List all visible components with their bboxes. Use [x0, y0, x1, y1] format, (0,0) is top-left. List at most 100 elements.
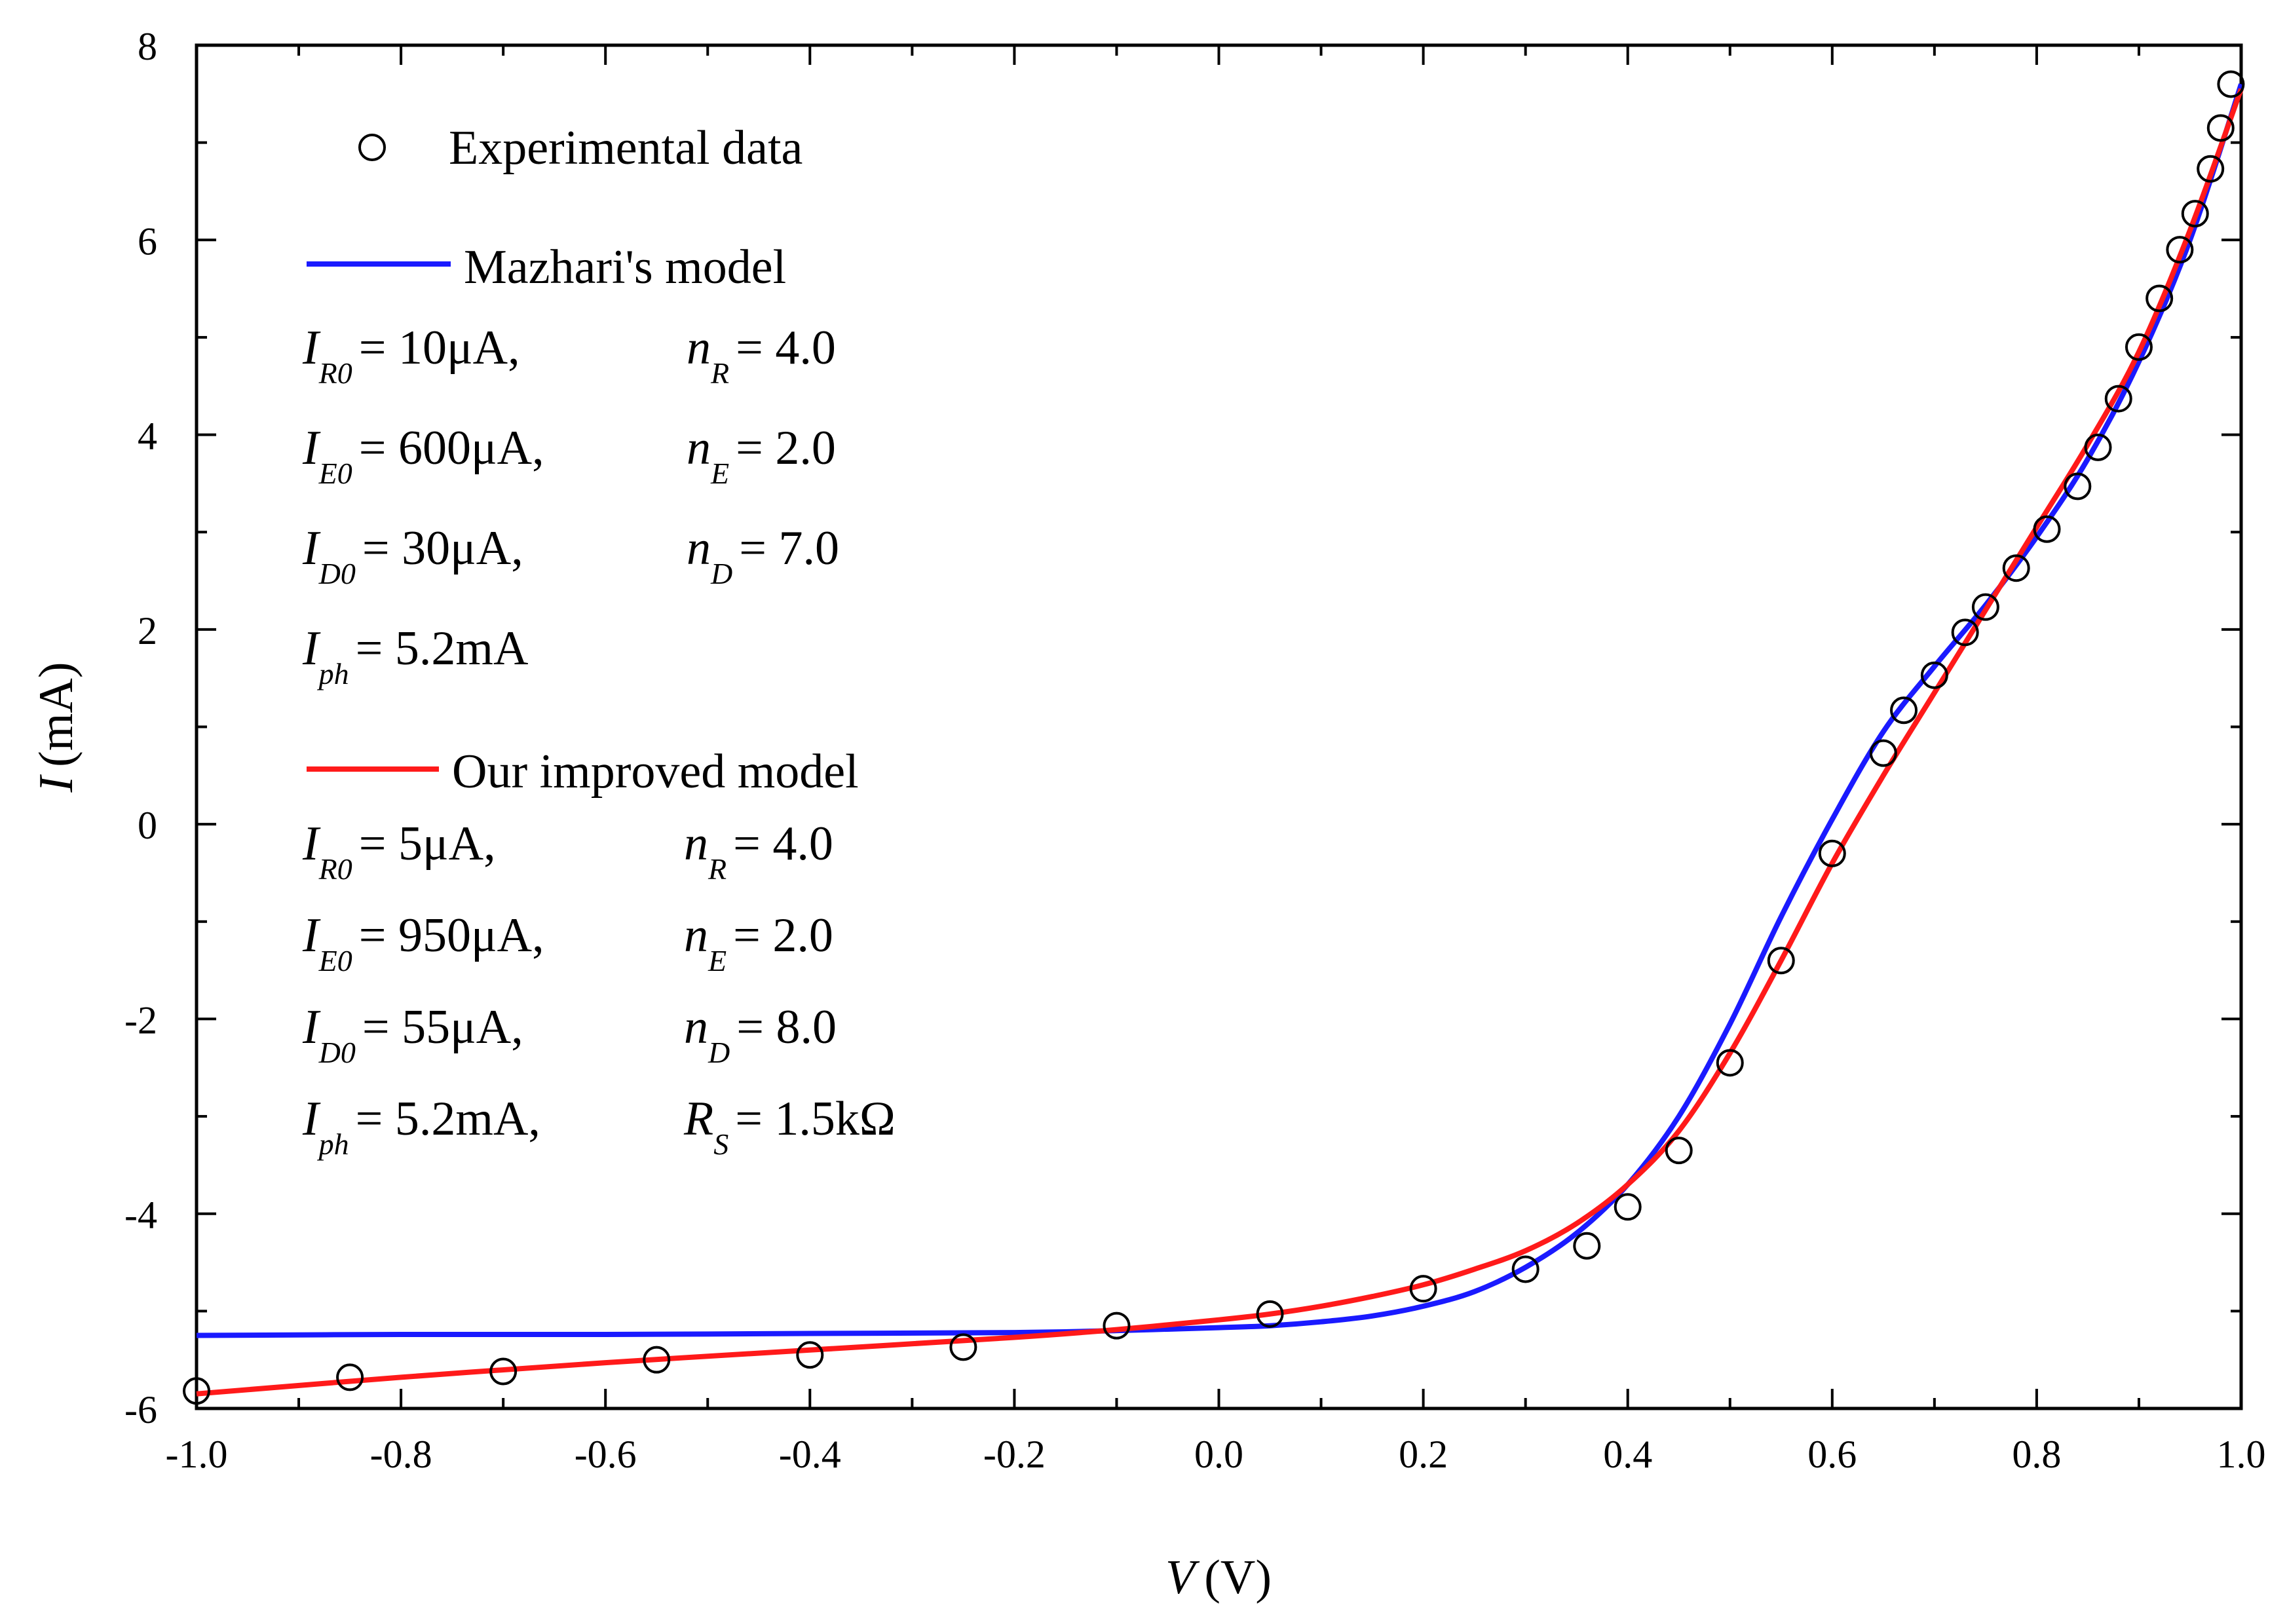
x-tick-label: -0.4	[779, 1433, 841, 1476]
param-symbol: n	[687, 321, 711, 375]
param-subscript: E0	[318, 457, 352, 490]
legend-parameter: nE = 2.0	[684, 909, 833, 977]
data-point	[949, 1333, 977, 1361]
param-subscript: S	[713, 1127, 728, 1161]
data-point	[2125, 333, 2153, 361]
param-subscript: R	[708, 852, 727, 886]
x-tick-label: 0.8	[2012, 1433, 2061, 1476]
data-point	[1103, 1312, 1131, 1340]
param-symbol: n	[687, 421, 711, 475]
x-tick-label: 1.0	[2217, 1433, 2266, 1476]
param-value: = 4.0	[733, 817, 833, 871]
param-value: = 55μA,	[362, 1000, 523, 1054]
param-symbol: I	[302, 1000, 321, 1054]
legend-parameter: IE0 = 600μA,	[302, 421, 544, 490]
legend-parameter: IR0 = 5μA,	[302, 817, 496, 886]
param-value: = 5.2mA	[356, 622, 529, 675]
series-line-our-improved-model	[196, 88, 2244, 1397]
legend-label-improved: Our improved model	[452, 745, 859, 799]
param-subscript: R	[710, 356, 729, 390]
param-symbol: n	[684, 1000, 708, 1054]
param-subscript: D0	[318, 557, 356, 590]
param-subscript: ph	[317, 657, 349, 690]
param-subscript: E	[708, 944, 727, 977]
param-value: = 4.0	[736, 321, 836, 375]
legend-parameter: IR0 = 10μA,	[302, 321, 520, 390]
x-axis-symbol: V	[1165, 1551, 1200, 1604]
param-value: = 5.2mA,	[356, 1092, 540, 1146]
param-value: = 950μA,	[359, 909, 544, 962]
param-value: = 5μA,	[359, 817, 496, 871]
data-point	[2217, 70, 2245, 98]
x-tick-label: 0.4	[1603, 1433, 1652, 1476]
data-point	[2002, 554, 2030, 582]
y-tick-label: -4	[124, 1194, 157, 1237]
x-axis-unit: (V)	[1204, 1551, 1272, 1604]
x-tick-label: -1.0	[166, 1433, 228, 1476]
data-point	[2145, 284, 2174, 312]
data-point	[2166, 236, 2194, 264]
legend-marker-experimental	[358, 134, 386, 161]
param-subscript: R0	[318, 356, 352, 390]
param-value: = 2.0	[733, 909, 833, 962]
data-point	[2084, 433, 2112, 461]
param-symbol: I	[302, 1092, 321, 1146]
data-point	[796, 1341, 824, 1369]
data-point	[336, 1363, 364, 1391]
x-tick-label: -0.6	[575, 1433, 637, 1476]
param-symbol: I	[302, 909, 321, 962]
x-axis-title: V (V)	[1165, 1551, 1272, 1604]
param-symbol: n	[684, 909, 708, 962]
param-symbol: I	[302, 817, 321, 871]
param-subscript: D	[708, 1036, 730, 1069]
param-symbol: I	[302, 622, 321, 675]
param-symbol: I	[302, 521, 321, 575]
param-value: = 600μA,	[359, 421, 544, 475]
y-tick-label: -2	[124, 998, 157, 1042]
data-point	[1716, 1049, 1744, 1077]
data-point	[2197, 155, 2225, 183]
x-tick-label: 0.6	[1807, 1433, 1857, 1476]
data-point	[1951, 618, 1979, 647]
experimental-markers	[183, 70, 2245, 1405]
legend-parameter: nR = 4.0	[687, 321, 836, 390]
legend: Experimental data Mazhari's model IR0 = 1…	[302, 121, 896, 1161]
param-subscript: ph	[317, 1127, 349, 1161]
y-tick-label: -6	[124, 1388, 157, 1431]
data-point	[2181, 200, 2209, 228]
param-subscript: D	[710, 557, 732, 590]
x-tick-label: -0.8	[370, 1433, 432, 1476]
y-axis-unit: (mA)	[29, 662, 83, 767]
y-tick-label: 8	[138, 25, 157, 68]
param-symbol: n	[687, 521, 711, 575]
data-point	[1818, 839, 1846, 867]
param-value: = 2.0	[736, 421, 836, 475]
param-symbol: I	[302, 321, 321, 375]
data-point	[1920, 661, 1948, 689]
param-subscript: D0	[318, 1036, 356, 1069]
param-symbol: n	[684, 817, 708, 871]
data-point	[1971, 593, 1999, 621]
data-point	[1890, 696, 1918, 725]
data-point	[1665, 1137, 1693, 1165]
y-axis-title: I (mA)	[29, 662, 83, 793]
y-tick-label: 0	[138, 804, 157, 847]
legend-label-mazhari: Mazhari's model	[464, 240, 786, 294]
legend-parameter: RS = 1.5kΩ	[683, 1092, 896, 1161]
legend-parameter: IE0 = 950μA,	[302, 909, 544, 977]
data-point	[1869, 739, 1897, 767]
y-tick-label: 4	[138, 415, 157, 458]
legend-parameter: nR = 4.0	[684, 817, 833, 886]
data-point	[489, 1357, 518, 1386]
data-point	[1409, 1275, 1437, 1303]
tick-labels: -1.0 -0.8 -0.6 -0.4 -0.2 0.0 0.2 0.4 0.6 0.8 1.0 -6…	[124, 25, 2265, 1476]
param-subscript: E0	[318, 944, 352, 977]
data-point	[643, 1346, 671, 1374]
y-tick-label: 6	[138, 219, 157, 263]
y-axis-symbol: I	[29, 774, 83, 793]
param-value: = 30μA,	[362, 521, 523, 575]
param-value: = 10μA,	[359, 321, 520, 375]
